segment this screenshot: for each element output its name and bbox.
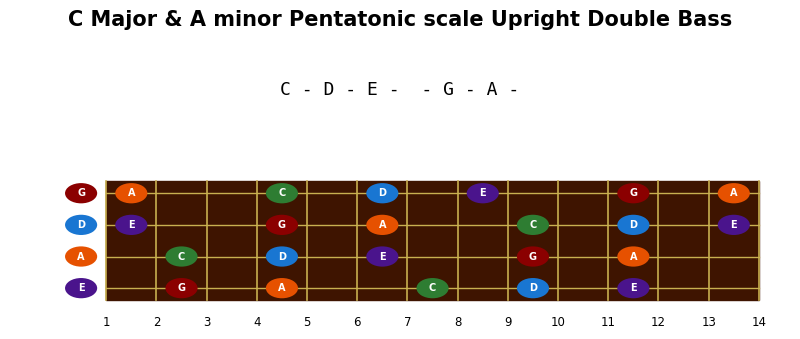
Text: C Major & A minor Pentatonic scale Upright Double Bass: C Major & A minor Pentatonic scale Uprig… [68, 10, 732, 30]
Text: A: A [730, 188, 738, 198]
Circle shape [115, 215, 147, 235]
Circle shape [466, 183, 499, 203]
Circle shape [517, 215, 549, 235]
Circle shape [618, 278, 650, 298]
Text: G: G [278, 220, 286, 230]
Circle shape [517, 278, 549, 298]
Circle shape [366, 246, 398, 267]
Circle shape [517, 246, 549, 267]
Text: E: E [479, 188, 486, 198]
Bar [106, 181, 759, 300]
Text: D: D [630, 220, 638, 230]
Circle shape [618, 246, 650, 267]
Circle shape [266, 278, 298, 298]
Text: A: A [278, 283, 286, 293]
Text: A: A [78, 252, 85, 261]
Circle shape [65, 215, 97, 235]
Circle shape [417, 278, 449, 298]
Text: A: A [127, 188, 135, 198]
Circle shape [65, 278, 97, 298]
Text: G: G [178, 283, 186, 293]
Circle shape [266, 183, 298, 203]
Text: C: C [530, 220, 537, 230]
Circle shape [718, 183, 750, 203]
Circle shape [65, 246, 97, 267]
Text: D: D [529, 283, 537, 293]
Text: D: D [77, 220, 85, 230]
Text: E: E [128, 220, 134, 230]
Circle shape [65, 183, 97, 203]
Circle shape [266, 246, 298, 267]
Text: G: G [77, 188, 85, 198]
Circle shape [618, 183, 650, 203]
Text: C - D - E -  - G - A -: C - D - E - - G - A - [280, 81, 520, 99]
Text: G: G [630, 188, 638, 198]
Circle shape [618, 215, 650, 235]
Text: A: A [630, 252, 637, 261]
Text: G: G [529, 252, 537, 261]
Circle shape [366, 183, 398, 203]
Circle shape [166, 278, 198, 298]
Text: C: C [429, 283, 436, 293]
Circle shape [115, 183, 147, 203]
Text: E: E [78, 283, 85, 293]
Text: E: E [630, 283, 637, 293]
Circle shape [166, 246, 198, 267]
Text: C: C [178, 252, 185, 261]
Text: D: D [278, 252, 286, 261]
Text: C: C [278, 188, 286, 198]
Circle shape [718, 215, 750, 235]
Circle shape [266, 215, 298, 235]
Text: A: A [378, 220, 386, 230]
Circle shape [366, 215, 398, 235]
Text: E: E [730, 220, 737, 230]
Text: D: D [378, 188, 386, 198]
Text: E: E [379, 252, 386, 261]
